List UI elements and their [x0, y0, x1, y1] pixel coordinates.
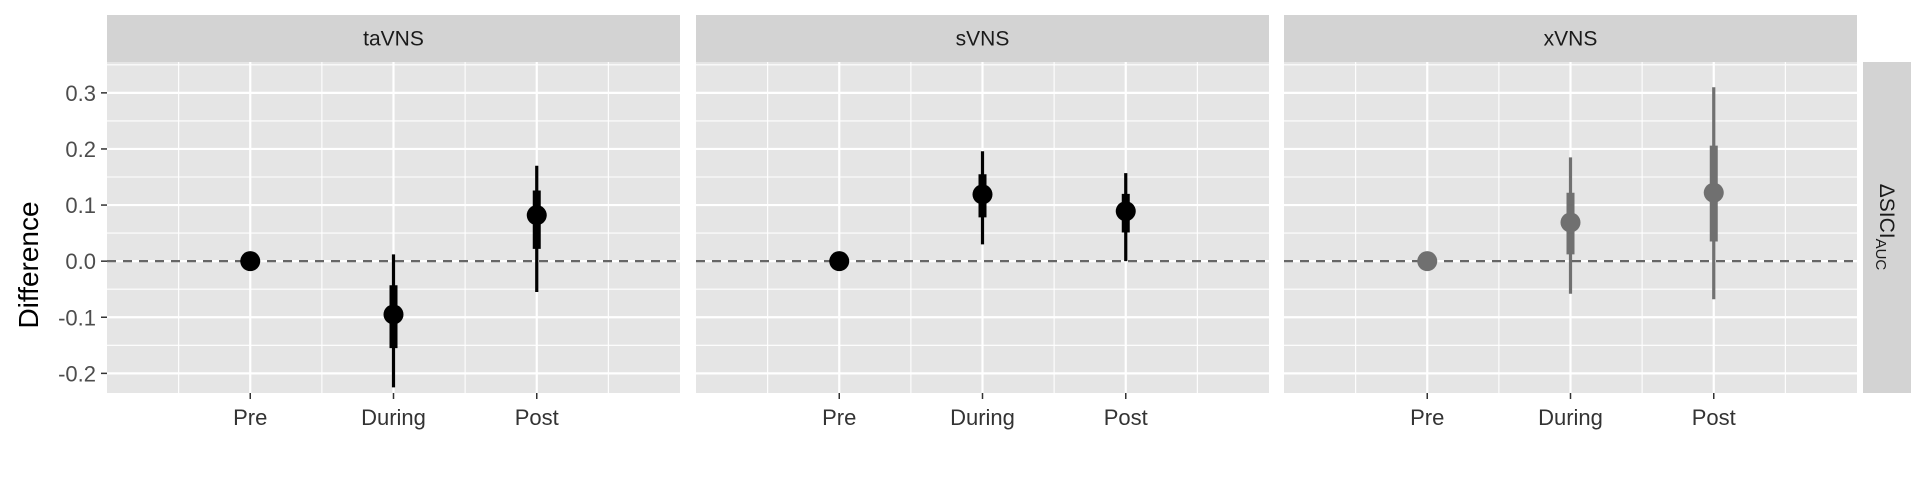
facet-strip-label: xVNS: [1544, 28, 1598, 51]
x-tick-label: Post: [515, 405, 559, 430]
x-tick-label: Post: [1104, 405, 1148, 430]
data-point: [240, 251, 261, 272]
point-range-during: [383, 254, 404, 388]
row-strip: ΔSICIAUC: [1863, 62, 1911, 393]
y-axis: -0.2 -0.1 0.0 0.1 0.2 0.3: [58, 81, 107, 386]
point-range-post: [1115, 173, 1136, 262]
facet-strip: [696, 15, 1269, 62]
point-range-pre: [240, 251, 261, 272]
data-point: [1115, 201, 1136, 222]
facet-panels: taVNS Pre During Post sVNS Pre During Post xVNS P…: [107, 15, 1857, 430]
data-point: [829, 251, 850, 272]
facet-strip-label: taVNS: [363, 28, 424, 51]
point-range-pre: [829, 251, 850, 272]
x-tick-label: Pre: [1410, 405, 1444, 430]
point-range-post: [1703, 87, 1724, 300]
data-point: [383, 304, 404, 325]
y-tick-label: 0.2: [65, 137, 96, 162]
x-tick-label: Post: [1692, 405, 1736, 430]
point-range-post: [526, 165, 547, 293]
x-tick-label: Pre: [822, 405, 856, 430]
point-range-pre: [1417, 251, 1438, 272]
row-strip-label-main: ΔSICI: [1875, 184, 1898, 239]
x-tick-label: During: [950, 405, 1015, 430]
point-range-during: [1560, 157, 1581, 294]
data-point: [1703, 182, 1724, 203]
facet-strip: [107, 15, 680, 62]
row-strip-label: ΔSICIAUC: [1872, 184, 1898, 271]
x-tick-label: During: [1538, 405, 1603, 430]
data-point: [1417, 251, 1438, 272]
facet-strip-label: sVNS: [956, 28, 1010, 51]
facet-taVNS: taVNS Pre During Post: [107, 15, 680, 430]
data-point: [1560, 212, 1581, 233]
y-tick-label: 0.0: [65, 249, 96, 274]
facet-sVNS: sVNS Pre During Post: [696, 15, 1269, 430]
x-tick-label: Pre: [233, 405, 267, 430]
y-tick-label: 0.1: [65, 193, 96, 218]
y-tick-label: -0.1: [58, 305, 96, 330]
x-tick-label: During: [361, 405, 426, 430]
data-point: [526, 205, 547, 226]
point-range-during: [972, 151, 993, 245]
row-strip-background: [1863, 62, 1911, 393]
data-point: [972, 184, 993, 205]
y-tick-label: 0.3: [65, 81, 96, 106]
facet-strip: [1284, 15, 1857, 62]
row-strip-label-subscript: AUC: [1872, 239, 1889, 271]
y-tick-label: -0.2: [58, 361, 96, 386]
facet-xVNS: xVNS Pre During Post: [1284, 15, 1857, 430]
y-axis-title: Difference: [13, 201, 44, 328]
